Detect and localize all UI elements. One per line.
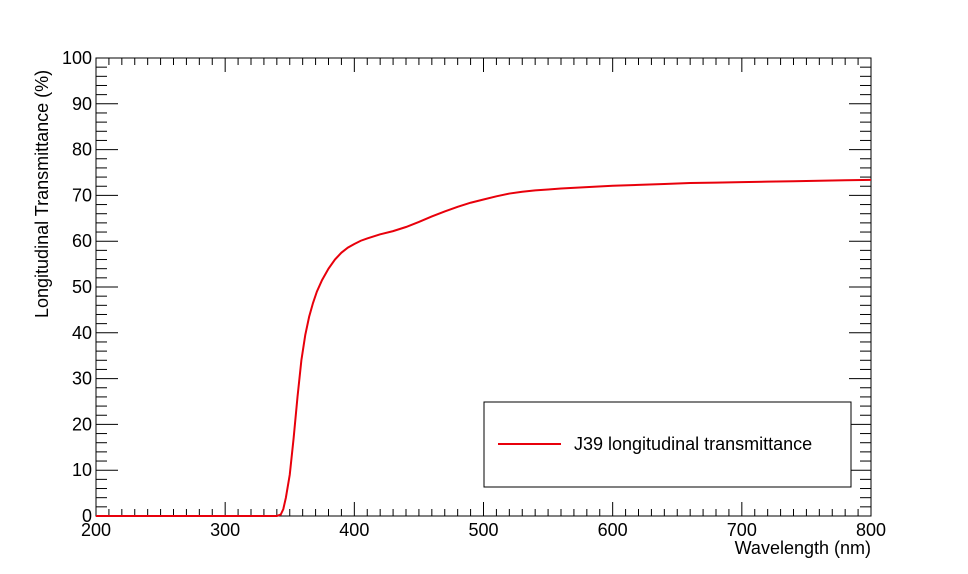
- x-tick-label: 800: [856, 520, 886, 540]
- y-tick-label: 50: [72, 277, 92, 297]
- legend-label: J39 longitudinal transmittance: [574, 434, 812, 454]
- x-tick-label: 300: [210, 520, 240, 540]
- y-tick-label: 30: [72, 369, 92, 389]
- y-tick-label: 100: [62, 48, 92, 68]
- y-axis-title: Longitudinal Transmittance (%): [32, 70, 52, 318]
- axis-tick-labels: 200 300 400 500 600 700 800 0 10 20 30 40 50 60 70 80 90…: [62, 48, 886, 540]
- y-tick-label: 40: [72, 323, 92, 343]
- y-tick-label: 80: [72, 140, 92, 160]
- axis-ticks: [95, 57, 872, 517]
- y-tick-label: 90: [72, 94, 92, 114]
- x-tick-label: 600: [598, 520, 628, 540]
- x-tick-label: 500: [468, 520, 498, 540]
- series-line-j39: [96, 178, 872, 517]
- y-tick-label: 70: [72, 185, 92, 205]
- x-tick-label: 200: [81, 520, 111, 540]
- y-tick-label: 10: [72, 460, 92, 480]
- x-tick-label: 700: [727, 520, 757, 540]
- legend: J39 longitudinal transmittance: [483, 401, 852, 488]
- x-axis-title: Wavelength (nm): [735, 538, 871, 558]
- y-tick-label: 0: [82, 506, 92, 526]
- x-tick-label: 400: [339, 520, 369, 540]
- y-tick-label: 60: [72, 231, 92, 251]
- y-tick-label: 20: [72, 414, 92, 434]
